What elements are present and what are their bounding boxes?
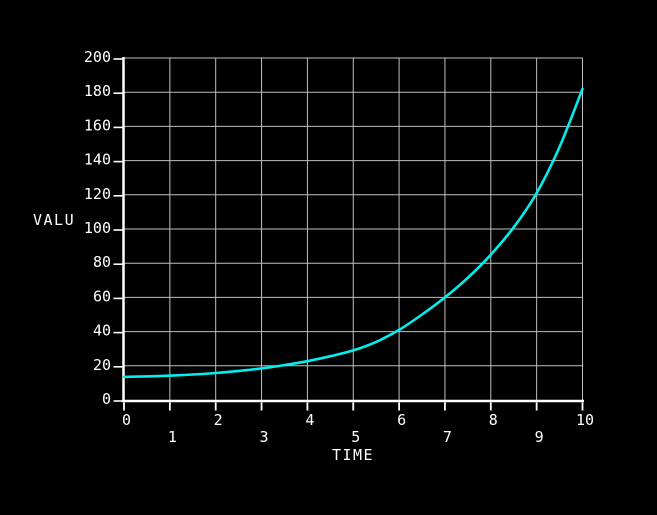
x-tick-label: 6 [397, 411, 406, 429]
y-tick-label: 100 [84, 219, 111, 237]
y-tick-label: 120 [84, 185, 111, 203]
x-tick-label: 10 [576, 411, 594, 429]
x-tick-label: 4 [305, 411, 314, 429]
y-tick-label: 20 [93, 356, 111, 374]
x-tick-label: 3 [260, 428, 269, 446]
y-tick-label: 140 [84, 151, 111, 169]
y-tick-label: 40 [93, 322, 111, 340]
y-tick-label: 0 [102, 390, 111, 408]
x-tick-label: 8 [489, 411, 498, 429]
y-tick-label: 160 [84, 116, 111, 134]
x-tick-label: 9 [535, 428, 544, 446]
y-axis-title: VALU [33, 211, 76, 229]
x-tick-label: 2 [214, 411, 223, 429]
x-tick-label: 0 [122, 411, 131, 429]
x-axis-title: TIME [331, 446, 375, 464]
y-tick-label: 60 [93, 287, 111, 305]
x-tick-label: 1 [168, 428, 177, 446]
x-tick-label: 5 [351, 428, 360, 446]
series-curve-valu [122, 87, 584, 379]
y-tick-label: 80 [93, 253, 111, 271]
y-tick-label: 200 [84, 48, 111, 66]
x-tick-label: 7 [443, 428, 452, 446]
y-tick-label: 180 [84, 82, 111, 100]
